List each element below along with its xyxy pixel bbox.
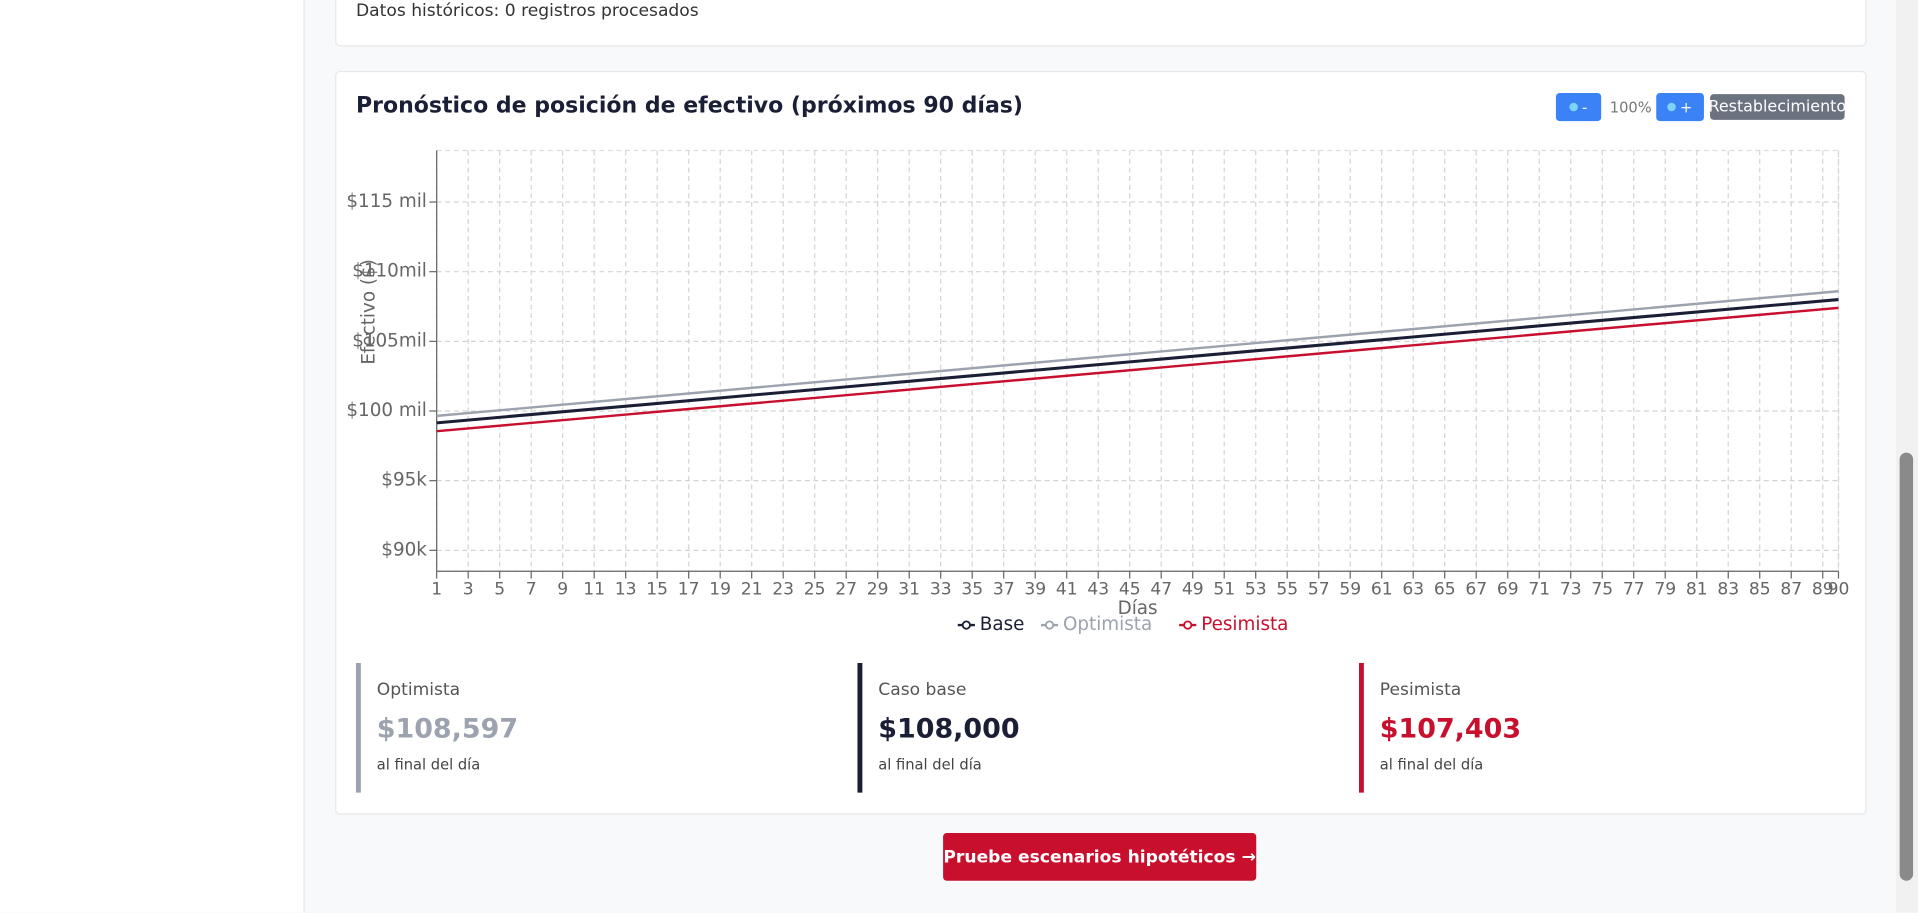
x-tick-label: 35 xyxy=(961,580,983,600)
history-text: Datos históricos: 0 registros procesados xyxy=(355,1,699,21)
history-card xyxy=(335,0,1867,47)
legend-label: Pesimista xyxy=(1201,614,1288,635)
card-value: $107,403 xyxy=(1379,714,1522,745)
x-tick-label: 81 xyxy=(1686,580,1708,600)
summary-card: Pesimista $107,403 al final del día xyxy=(1358,662,1848,793)
zoom-out-label: - xyxy=(1582,98,1588,116)
y-tick-label: $100 mil xyxy=(346,400,427,421)
icon xyxy=(1667,102,1677,112)
series-line xyxy=(436,306,1839,433)
legend-label: Base xyxy=(980,614,1025,635)
x-tick-label: 41 xyxy=(1056,580,1078,600)
x-tick-label: 13 xyxy=(615,580,637,600)
card-note: al final del día xyxy=(376,755,481,774)
what-if-button[interactable]: Pruebe escenarios hipotéticos → xyxy=(943,833,1257,881)
x-tick-label: 67 xyxy=(1465,580,1487,600)
x-tick-label: 43 xyxy=(1087,580,1109,600)
series-line xyxy=(436,290,1839,418)
series-line xyxy=(436,298,1839,425)
card-label: Caso base xyxy=(878,680,967,700)
card-label: Pesimista xyxy=(1379,680,1462,700)
x-tick-label: 47 xyxy=(1150,580,1172,600)
zoom-level: 100% xyxy=(1609,99,1652,117)
x-tick-label: 87 xyxy=(1780,580,1802,600)
x-tick-label: 45 xyxy=(1119,580,1141,600)
zoom-in-label: + xyxy=(1680,98,1693,116)
x-tick-label: 23 xyxy=(772,580,794,600)
x-tick-label: 69 xyxy=(1497,580,1519,600)
card-note: al final del día xyxy=(878,755,982,774)
x-tick-label: 83 xyxy=(1717,580,1739,600)
x-tick-label: 89 xyxy=(1812,580,1834,600)
x-tick-label: 39 xyxy=(1024,580,1046,600)
summary-card: Optimista $108,597 al final del día xyxy=(355,662,845,793)
x-tick-label: 1 xyxy=(431,580,442,600)
sidebar xyxy=(0,0,305,913)
legend-label: Optimista xyxy=(1063,614,1152,635)
x-tick-label: 90 xyxy=(1828,580,1850,600)
x-tick-label: 31 xyxy=(898,580,920,600)
x-tick-label: 19 xyxy=(709,580,731,600)
x-tick-label: 7 xyxy=(526,580,537,600)
y-tick-label: $105mil xyxy=(352,330,427,351)
x-tick-label: 65 xyxy=(1434,580,1456,600)
x-tick-label: 17 xyxy=(678,580,700,600)
card-value: $108,000 xyxy=(878,714,1020,745)
x-tick-label: 79 xyxy=(1654,580,1676,600)
legend-marker xyxy=(961,620,971,630)
x-tick-label: 53 xyxy=(1245,580,1267,600)
x-tick-label: 27 xyxy=(835,580,857,600)
x-tick-label: 11 xyxy=(583,580,605,600)
y-tick-label: $90k xyxy=(381,539,427,560)
x-tick-label: 63 xyxy=(1402,580,1424,600)
x-tick-label: 25 xyxy=(804,580,826,600)
card-value: $108,597 xyxy=(376,714,519,745)
card-label: Optimista xyxy=(376,680,461,700)
summary-card: Caso base $108,000 al final del día xyxy=(857,662,1346,793)
x-tick-label: 85 xyxy=(1749,580,1771,600)
y-tick-label: $95k xyxy=(381,470,427,491)
x-tick-label: 21 xyxy=(741,580,763,600)
x-tick-label: 29 xyxy=(867,580,889,600)
legend-marker xyxy=(1044,620,1055,630)
x-tick-label: 3 xyxy=(463,580,474,600)
card-note: al final del día xyxy=(1379,755,1484,774)
x-tick-label: 73 xyxy=(1560,580,1582,600)
scrollbar-thumb[interactable] xyxy=(1899,452,1914,881)
legend-marker xyxy=(1183,620,1193,630)
zoom-out-button[interactable]: - xyxy=(1555,92,1602,122)
x-axis-label: Días xyxy=(1118,598,1158,619)
x-tick-label: 51 xyxy=(1213,580,1235,600)
forecast-card xyxy=(335,70,1867,815)
x-tick-label: 9 xyxy=(557,580,568,600)
y-tick-label: $115 mil xyxy=(346,191,427,212)
icon xyxy=(1569,102,1579,112)
y-tick-label: $110mil xyxy=(352,261,427,282)
x-tick-label: 55 xyxy=(1276,580,1298,600)
chart-title: Pronóstico de posición de efectivo (próx… xyxy=(355,92,1023,119)
x-tick-label: 49 xyxy=(1182,580,1204,600)
x-tick-label: 59 xyxy=(1339,580,1361,600)
x-tick-label: 57 xyxy=(1308,580,1330,600)
x-tick-label: 75 xyxy=(1591,580,1613,600)
reset-button[interactable]: Restablecimiento xyxy=(1709,94,1846,120)
x-tick-label: 37 xyxy=(993,580,1015,600)
y-axis-label: Efectivo ($) xyxy=(358,259,379,365)
x-tick-label: 15 xyxy=(646,580,668,600)
x-tick-label: 71 xyxy=(1528,580,1550,600)
zoom-in-button[interactable]: + xyxy=(1656,92,1704,122)
x-tick-label: 61 xyxy=(1371,580,1393,600)
x-tick-label: 33 xyxy=(930,580,952,600)
x-tick-label: 5 xyxy=(494,580,505,600)
x-tick-label: 77 xyxy=(1623,580,1645,600)
